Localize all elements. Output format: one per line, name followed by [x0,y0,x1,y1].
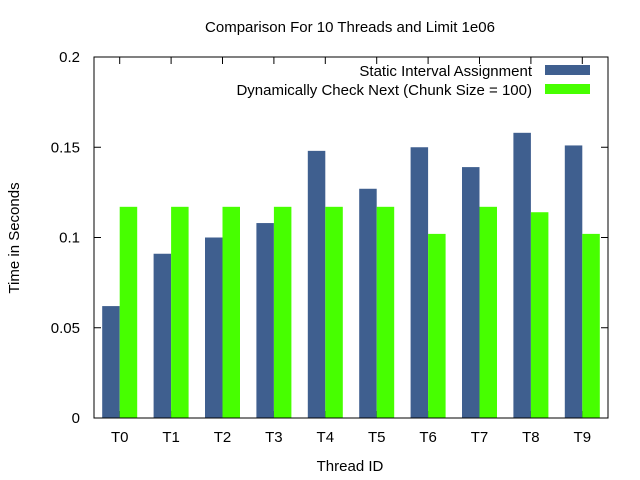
bar-dynamic-t1 [171,206,189,418]
plot-frame [93,56,609,419]
bar-static-t2 [205,237,223,418]
bar-static-t5 [359,188,377,418]
x-tick-label: T2 [214,429,232,446]
legend: Static Interval Assignment Dynamically Ch… [236,63,590,99]
bar-static-t9 [564,145,583,418]
bar-static-t6 [410,147,429,418]
y-tick-label: 0.2 [59,49,80,66]
bar-static-t3 [256,223,274,418]
bar-dynamic-t2 [222,206,240,418]
bar-dynamic-t3 [273,206,292,418]
bar-dynamic-t8 [530,212,549,418]
bar-static-t0 [102,306,120,418]
bar-static-t1 [153,253,172,418]
x-axis-label: Thread ID [317,458,384,475]
legend-label: Dynamically Check Next (Chunk Size = 100… [236,82,532,99]
x-tick-label: T5 [368,429,386,446]
x-tick-label: T7 [471,429,489,446]
x-tick-label: T3 [265,429,283,446]
y-tick-label: 0.1 [59,230,80,247]
y-axis-label: Time in Seconds [6,182,23,293]
x-tick-label: T9 [574,429,592,446]
x-tick-label: T6 [419,429,437,446]
bar-dynamic-t7 [479,206,497,418]
y-tick-label: 0.05 [51,320,80,337]
x-tick-label: T8 [522,429,540,446]
bar-dynamic-t5 [376,206,395,418]
x-tick-label: T4 [317,429,335,446]
legend-swatch [545,65,590,75]
chart-marks: 0 0.05 0.1 0.15 0.2 T0 T1 T2 T3 T4 T5 T6 T7 T8 T9 [51,49,608,446]
bar-dynamic-t4 [325,206,343,418]
bar-static-t4 [307,150,326,419]
legend-label: Static Interval Assignment [359,63,532,80]
x-tick-label: T0 [111,429,129,446]
bar-dynamic-t0 [119,206,138,418]
bar-dynamic-t6 [428,233,446,418]
x-tick-label: T1 [162,429,180,446]
bar-static-t8 [513,132,531,418]
bar-static-t7 [462,167,480,418]
bar-dynamic-t9 [582,233,600,418]
legend-swatch [545,84,590,94]
chart-title: Comparison For 10 Threads and Limit 1e06 [205,19,495,36]
y-tick-label: 0 [72,410,80,427]
y-tick-label: 0.15 [51,139,80,156]
